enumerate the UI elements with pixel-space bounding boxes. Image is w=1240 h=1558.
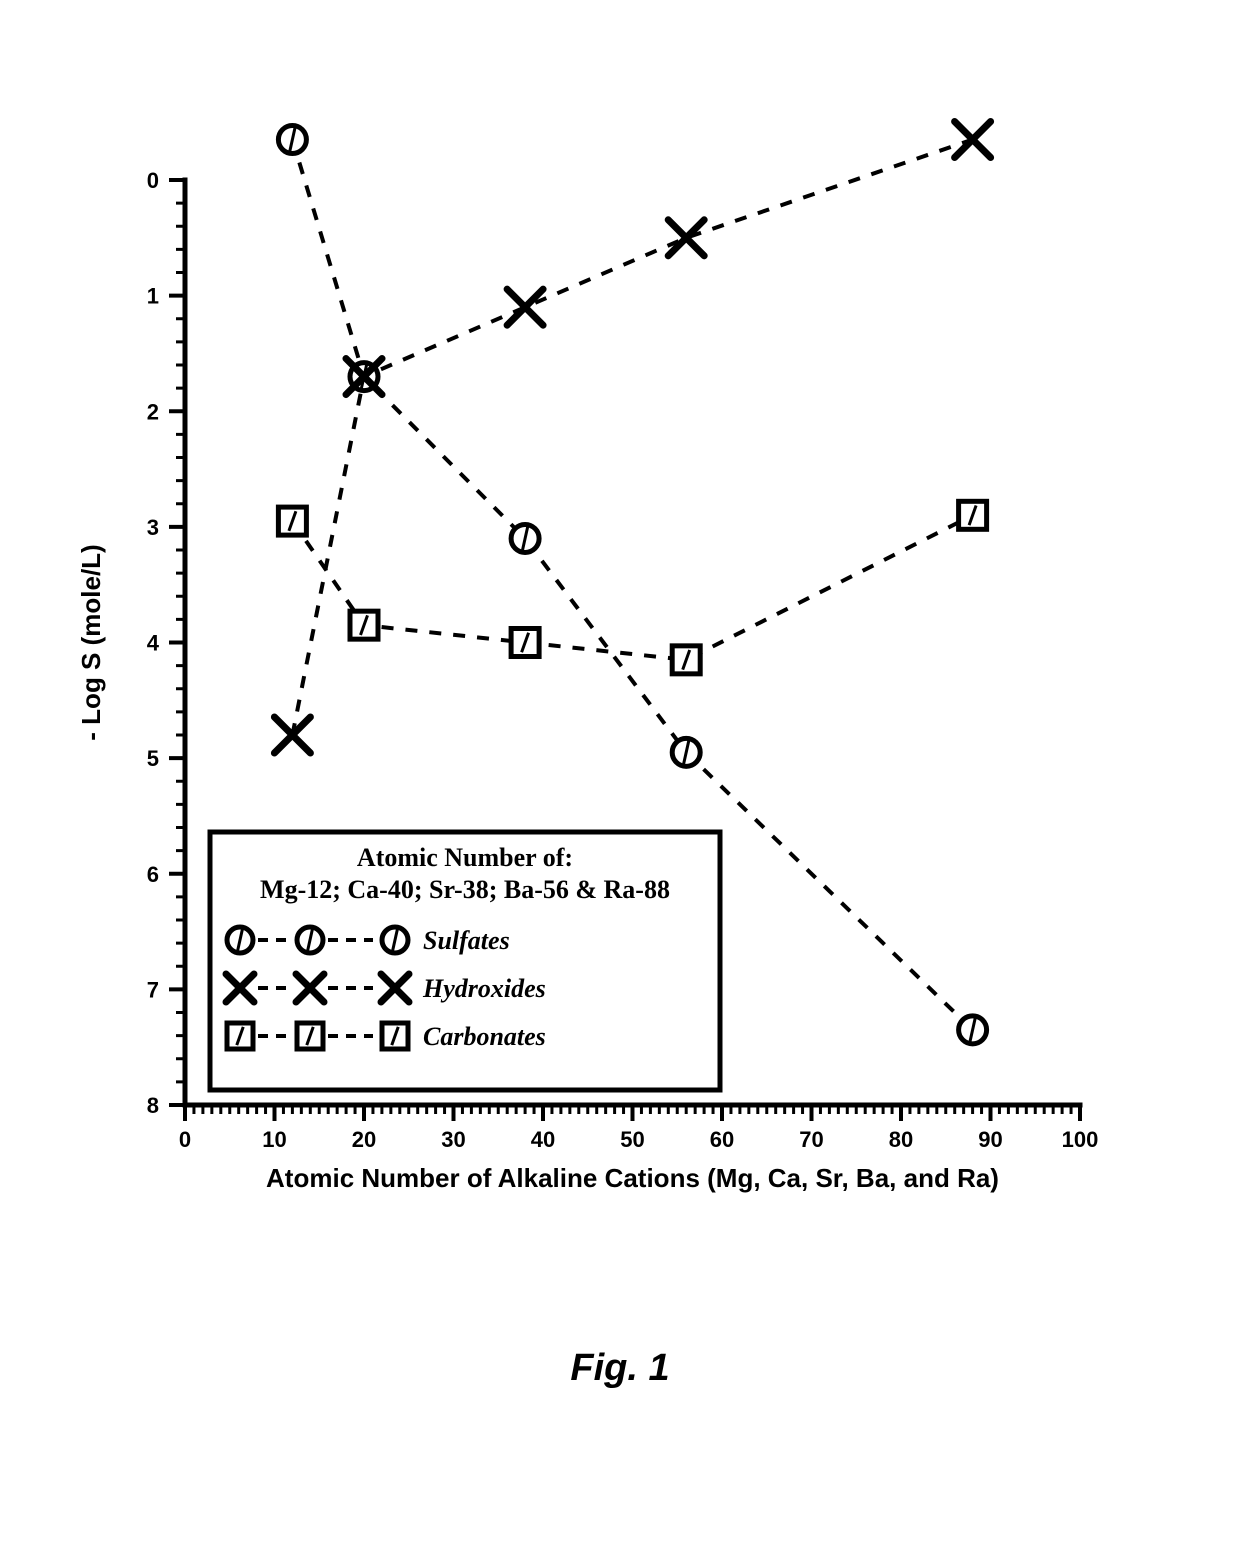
y-tick-label: 4 <box>147 631 160 656</box>
y-tick-label: 0 <box>147 168 159 193</box>
y-ticks: 0 1 2 3 4 5 6 7 8 <box>147 168 185 1118</box>
legend-item-label: Hydroxides <box>422 974 546 1003</box>
page: { "chart": { "type": "line", "figure_lab… <box>0 0 1240 1558</box>
x-tick-label: 70 <box>799 1127 823 1152</box>
x-tick-label: 80 <box>889 1127 913 1152</box>
x-tick-label: 50 <box>620 1127 644 1152</box>
x-tick-label: 10 <box>262 1127 286 1152</box>
legend: Atomic Number of: Mg-12; Ca-40; Sr-38; Ba… <box>210 832 720 1090</box>
figure-caption: Fig. 1 <box>570 1347 669 1389</box>
x-tick-label: 30 <box>441 1127 465 1152</box>
x-tick-label: 60 <box>710 1127 734 1152</box>
legend-title-2: Mg-12; Ca-40; Sr-38; Ba-56 & Ra-88 <box>260 875 670 904</box>
y-axis-label: - Log S (mole/L) <box>76 544 106 740</box>
series-line-hydroxides <box>292 140 972 735</box>
series-line-carbonates <box>292 515 972 660</box>
y-tick-label: 7 <box>147 977 159 1002</box>
x-tick-label: 90 <box>978 1127 1002 1152</box>
legend-item-label: Carbonates <box>423 1022 546 1051</box>
x-tick-label: 0 <box>179 1127 191 1152</box>
y-tick-label: 8 <box>147 1093 159 1118</box>
x-ticks: 0 10 20 30 40 50 60 70 80 90 100 <box>179 1105 1098 1152</box>
y-tick-label: 5 <box>147 746 159 771</box>
x-tick-label: 20 <box>352 1127 376 1152</box>
x-axis-label: Atomic Number of Alkaline Cations (Mg, C… <box>266 1163 999 1193</box>
y-tick-label: 2 <box>147 399 159 424</box>
legend-item-label: Sulfates <box>423 926 510 955</box>
y-tick-label: 3 <box>147 515 159 540</box>
series-markers-carbonates <box>278 501 986 674</box>
legend-title-1: Atomic Number of: <box>357 843 573 872</box>
x-tick-label: 40 <box>531 1127 555 1152</box>
y-tick-label: 6 <box>147 862 159 887</box>
y-tick-label: 1 <box>147 284 159 309</box>
x-tick-label: 100 <box>1062 1127 1099 1152</box>
solubility-chart: 0123456780102030405060708090100Atomic Nu… <box>0 0 1240 1558</box>
series-markers-hydroxides <box>274 122 990 753</box>
